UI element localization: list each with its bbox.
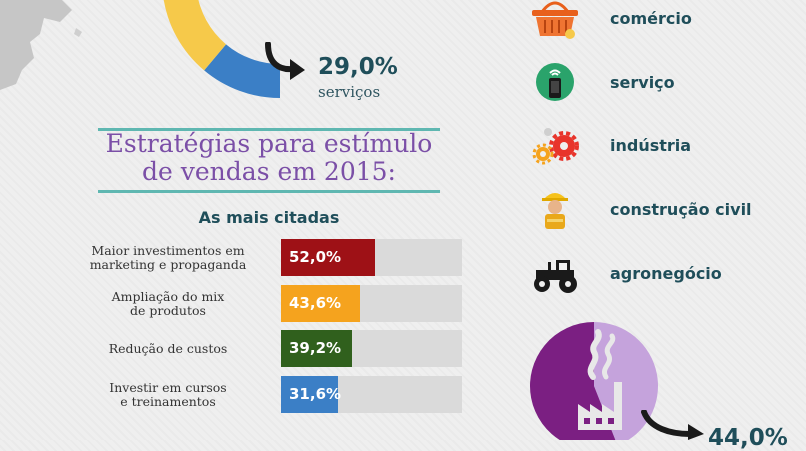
chart-subtitle: As mais citadas <box>198 208 340 227</box>
chart-title-line-1: Estratégias para estímulo <box>105 129 433 158</box>
sector-label-servico: serviço <box>610 73 675 92</box>
bar-track: 39,2% <box>281 330 462 367</box>
title-rule-top <box>98 128 440 131</box>
curved-arrow-icon-bottom <box>641 410 704 440</box>
bar-category-label-line: Redução de custos <box>108 340 228 356</box>
chart-title-line-2: de vendas em 2015: <box>142 157 396 186</box>
donut-segment <box>204 44 280 98</box>
curved-arrow-icon <box>265 42 305 80</box>
bar-category-label-line: marketing e propaganda <box>89 256 247 272</box>
bar-track: 52,0% <box>281 239 462 276</box>
services-percentage: 29,0% <box>318 54 398 80</box>
sector-label-construcao-civil: construção civil <box>610 200 752 219</box>
sector-label-industria: indústria <box>610 136 692 155</box>
bar: 39,2% <box>281 330 352 367</box>
bar-track: 43,6% <box>281 285 462 322</box>
bar-category-label: Maior investimentos em marketing e propag… <box>70 242 266 272</box>
chart-title: Estratégias para estímulo de vendas em 2… <box>98 130 440 186</box>
bar-category-label-line: de produtos <box>130 302 206 318</box>
bar-category-label-line: e treinamentos <box>120 393 216 409</box>
bar-category-label: Redução de custos <box>70 340 266 356</box>
bar: 43,6% <box>281 285 360 322</box>
bar-track: 31,6% <box>281 376 462 413</box>
gears-icon <box>532 128 579 165</box>
sector-label-comercio: comércio <box>610 9 692 28</box>
donut-segment <box>163 0 227 71</box>
tractor-icon <box>534 260 577 293</box>
bar-category-label-line: Investir em cursos <box>109 379 227 395</box>
bar-category-label: Ampliação do mix de produtos <box>70 288 266 318</box>
sector-donut-chart <box>163 0 280 98</box>
bar-value-label: 31,6% <box>289 385 342 403</box>
services-label: serviços <box>318 83 381 101</box>
bar-value-label: 52,0% <box>289 248 342 266</box>
bar-category-label: Investir em cursos e treinamentos <box>70 379 266 409</box>
factory-icon <box>578 329 622 430</box>
bar-value-label: 43,6% <box>289 294 342 312</box>
bar: 52,0% <box>281 239 376 276</box>
map-silhouette <box>0 0 82 90</box>
bar: 31,6% <box>281 376 342 413</box>
industry-percentage: 44,0% <box>708 425 788 451</box>
bar-category-label-line: Ampliação do mix <box>111 288 225 304</box>
donut-segments <box>163 0 280 98</box>
smartphone-icon <box>536 63 574 101</box>
sector-label-agronegocio: agronegócio <box>610 264 722 283</box>
bar-category-label-line: Maior investimentos em <box>91 242 245 258</box>
title-rule-bottom <box>98 190 440 193</box>
basket-icon <box>532 1 578 39</box>
construction-worker-icon <box>542 193 568 229</box>
bar-value-label: 39,2% <box>289 339 342 357</box>
